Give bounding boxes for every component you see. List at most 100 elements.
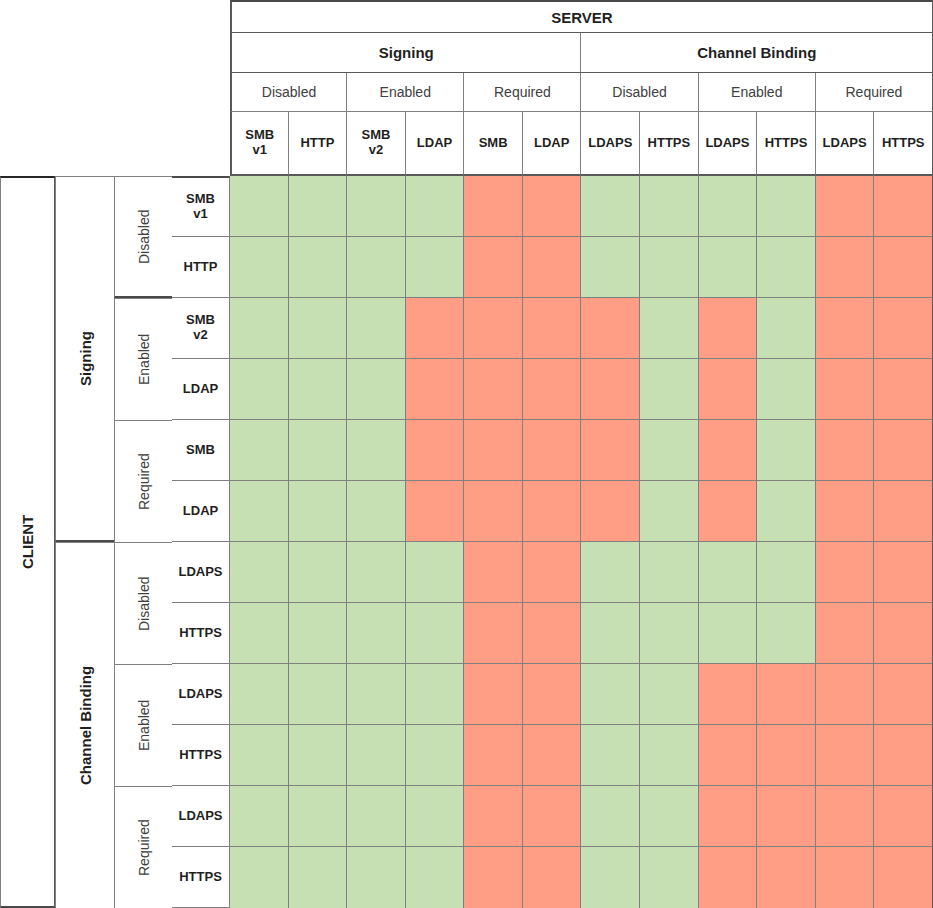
matrix-cell <box>816 481 875 542</box>
matrix-cell <box>581 786 640 847</box>
matrix-cell <box>699 481 758 542</box>
matrix-cell <box>581 481 640 542</box>
matrix-cell <box>523 298 582 359</box>
matrix-cell <box>816 176 875 237</box>
matrix-cell <box>874 847 933 908</box>
matrix-grid: SERVER CLIENT SigningChannel BindingDisa… <box>0 0 933 908</box>
matrix-cell <box>523 664 582 725</box>
matrix-cell <box>523 359 582 420</box>
matrix-cell <box>757 176 816 237</box>
matrix-cell <box>757 420 816 481</box>
matrix-cell <box>874 542 933 603</box>
matrix-cell <box>406 176 465 237</box>
matrix-cell <box>581 542 640 603</box>
matrix-cell <box>464 420 523 481</box>
matrix-cell <box>581 725 640 786</box>
server-protocol-smb-v2-2: SMB v2 <box>347 112 406 176</box>
matrix-cell <box>581 298 640 359</box>
matrix-cell <box>347 542 406 603</box>
matrix-cell <box>406 298 465 359</box>
matrix-cell <box>464 725 523 786</box>
matrix-cell <box>347 847 406 908</box>
matrix-cell <box>874 237 933 298</box>
matrix-cell <box>347 481 406 542</box>
matrix-cell <box>347 603 406 664</box>
matrix-cell <box>230 481 289 542</box>
matrix-cell <box>523 786 582 847</box>
server-protocol-https-7: HTTPS <box>640 112 699 176</box>
client-state-signing-disabled: Disabled <box>114 176 172 298</box>
client-protocol-https-9: HTTPS <box>172 725 230 786</box>
matrix-cell <box>816 847 875 908</box>
matrix-cell <box>640 603 699 664</box>
matrix-cell <box>757 298 816 359</box>
matrix-cell <box>464 481 523 542</box>
matrix-cell <box>230 176 289 237</box>
matrix-cell <box>816 237 875 298</box>
matrix-cell <box>289 603 348 664</box>
matrix-cell <box>757 359 816 420</box>
matrix-cell <box>464 176 523 237</box>
matrix-cell <box>464 359 523 420</box>
matrix-cell <box>581 603 640 664</box>
client-state-channel-binding-required: Required <box>114 786 172 908</box>
matrix-cell <box>816 725 875 786</box>
matrix-cell <box>289 481 348 542</box>
matrix-cell <box>699 542 758 603</box>
matrix-cell <box>406 542 465 603</box>
client-protocol-smb-4: SMB <box>172 420 230 481</box>
client-state-channel-binding-disabled: Disabled <box>114 542 172 664</box>
matrix-cell <box>406 786 465 847</box>
matrix-cell <box>347 176 406 237</box>
matrix-cell <box>464 298 523 359</box>
matrix-cell <box>581 420 640 481</box>
matrix-cell <box>640 847 699 908</box>
matrix-cell <box>874 420 933 481</box>
matrix-cell <box>699 603 758 664</box>
matrix-cell <box>757 664 816 725</box>
matrix-cell <box>816 359 875 420</box>
matrix-cell <box>230 298 289 359</box>
matrix-cell <box>523 481 582 542</box>
matrix-cell <box>874 481 933 542</box>
matrix-cell <box>816 664 875 725</box>
matrix-cell <box>230 786 289 847</box>
server-protocol-https-11: HTTPS <box>874 112 933 176</box>
matrix-cell <box>464 786 523 847</box>
matrix-cell <box>699 359 758 420</box>
matrix-cell <box>289 725 348 786</box>
matrix-cell <box>464 847 523 908</box>
matrix-cell <box>816 542 875 603</box>
matrix-cell <box>406 237 465 298</box>
server-state-signing-disabled: Disabled <box>230 73 347 112</box>
matrix-cell <box>523 847 582 908</box>
matrix-cell <box>640 664 699 725</box>
matrix-cell <box>640 481 699 542</box>
matrix-cell <box>581 176 640 237</box>
matrix-cell <box>581 664 640 725</box>
matrix-cell <box>464 603 523 664</box>
matrix-cell <box>581 847 640 908</box>
client-protocol-smb-v1-0: SMB v1 <box>172 176 230 237</box>
client-group-channel-binding: Channel Binding <box>55 542 114 908</box>
matrix-cell <box>406 664 465 725</box>
matrix-cell <box>699 847 758 908</box>
matrix-cell <box>699 725 758 786</box>
matrix-cell <box>406 725 465 786</box>
matrix-cell <box>347 298 406 359</box>
matrix-cell <box>523 237 582 298</box>
matrix-cell <box>347 420 406 481</box>
matrix-cell <box>874 359 933 420</box>
matrix-cell <box>406 847 465 908</box>
matrix-cell <box>289 786 348 847</box>
server-protocol-ldap-5: LDAP <box>523 112 582 176</box>
matrix-cell <box>230 603 289 664</box>
matrix-cell <box>640 420 699 481</box>
client-protocol-https-7: HTTPS <box>172 603 230 664</box>
client-group-signing: Signing <box>55 176 114 542</box>
matrix-cell <box>347 664 406 725</box>
matrix-cell <box>757 847 816 908</box>
matrix-cell <box>523 725 582 786</box>
server-state-channel-binding-enabled: Enabled <box>699 73 816 112</box>
matrix-cell <box>874 603 933 664</box>
